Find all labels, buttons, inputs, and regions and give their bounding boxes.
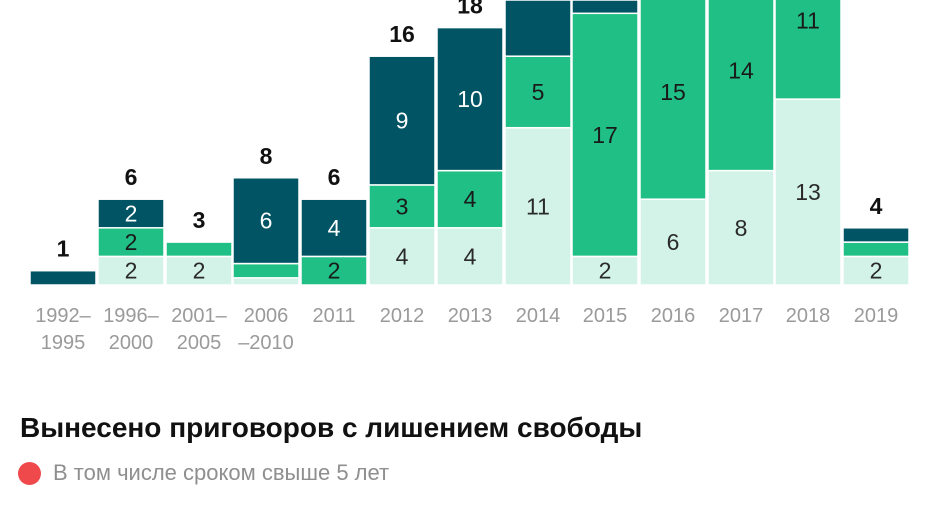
bar-segment	[436, 26, 504, 172]
segment-value-label: 2	[599, 258, 612, 284]
segment-value-label: 6	[260, 208, 273, 234]
segment-value-label: 15	[660, 79, 686, 105]
x-tick-label: –2010	[238, 332, 294, 354]
bar-segment	[29, 269, 97, 286]
bar-segment	[436, 169, 504, 229]
bar-segment	[232, 262, 300, 279]
segment-value-label: 2	[125, 229, 138, 255]
x-axis-ticks: 1992– 1995 1996– 2000 2001– 2005 2006 –2010 2011…	[35, 305, 898, 354]
x-tick-label: 2016	[651, 305, 696, 327]
bar-segment	[436, 227, 504, 286]
bar-segment	[707, 0, 775, 172]
bar-segment	[639, 0, 707, 200]
bars-layer	[29, 0, 910, 286]
bar-segment	[571, 255, 639, 286]
x-tick-label: 2017	[719, 305, 764, 327]
x-tick-label: 2005	[177, 332, 222, 354]
x-tick-label: 2012	[380, 305, 425, 327]
bar-segment	[774, 98, 842, 286]
total-label: 3	[193, 207, 206, 233]
bar-segment	[165, 241, 233, 258]
bar-segment	[368, 55, 436, 186]
x-tick-label: 1996–	[103, 305, 159, 327]
bar-segment	[842, 227, 910, 243]
legend-item-label: В том числе сроком свыше 5 лет	[53, 460, 390, 485]
total-label: 16	[389, 21, 415, 47]
bar-segment	[300, 255, 368, 286]
bar-segment	[707, 169, 775, 286]
x-tick-label: 2001–	[171, 305, 227, 327]
bar-segment	[97, 255, 165, 286]
segment-value-label: 4	[464, 243, 477, 269]
x-tick-label: 2011	[312, 305, 355, 327]
segment-value-label: 2	[328, 258, 341, 284]
segment-value-label: 10	[457, 86, 483, 112]
total-label: 1	[57, 236, 70, 262]
segment-value-label: 2	[125, 258, 138, 284]
segment-value-label: 9	[396, 108, 409, 134]
x-tick-label: 2015	[583, 305, 628, 327]
bar-segment	[300, 198, 368, 258]
segment-value-label: 4	[464, 186, 477, 212]
bar-segment	[232, 177, 300, 265]
total-label: 8	[260, 143, 273, 169]
total-label: 18	[457, 0, 483, 19]
bar-segment	[232, 277, 300, 286]
x-tick-label: 2000	[109, 332, 154, 354]
segment-value-label: 14	[728, 58, 754, 84]
segment-value-label: 2	[125, 201, 138, 227]
legend-title: Вынесено приговоров с лишением свободы	[20, 412, 643, 443]
x-tick-label: 1992–	[35, 305, 91, 327]
total-label: 4	[870, 193, 883, 219]
segment-value-label: 8	[735, 215, 748, 241]
segment-value-label: 3	[396, 193, 409, 219]
x-tick-label: 1995	[41, 332, 86, 354]
segment-value-label: 11	[796, 7, 820, 33]
bar-segment	[504, 0, 572, 57]
legend-dot-icon	[18, 461, 41, 485]
segment-value-label: 4	[328, 215, 341, 241]
total-label: 6	[125, 164, 138, 190]
x-tick-label: 2018	[786, 305, 831, 327]
bar-segment	[842, 241, 910, 258]
x-tick-label: 2014	[516, 305, 561, 327]
bar-segment	[97, 227, 165, 258]
bar-segment	[368, 184, 436, 229]
segment-value-label: 5	[532, 79, 545, 105]
segment-value-label: 11	[526, 193, 550, 219]
segment-value-label: 13	[795, 179, 821, 205]
bar-segment	[639, 198, 707, 286]
bar-segment	[504, 55, 572, 129]
bar-segment	[97, 198, 165, 229]
segment-value-label: 2	[870, 258, 883, 284]
legend-item: В том числе сроком свыше 5 лет	[18, 460, 389, 486]
segment-value-label: 17	[592, 122, 618, 148]
x-tick-label: 2013	[448, 305, 493, 327]
segment-value-label: 4	[396, 243, 409, 269]
bar-segment	[842, 255, 910, 286]
bar-segment	[571, 0, 639, 15]
bar-segment	[571, 12, 639, 258]
segment-value-label: 6	[667, 229, 680, 255]
segment-value-label: 2	[193, 258, 206, 284]
bar-segment	[774, 0, 842, 100]
x-tick-label: 2019	[854, 305, 899, 327]
total-label: 6	[328, 164, 341, 190]
bar-segment	[165, 255, 233, 286]
x-tick-label: 2006	[244, 305, 289, 327]
bar-segment	[368, 227, 436, 286]
